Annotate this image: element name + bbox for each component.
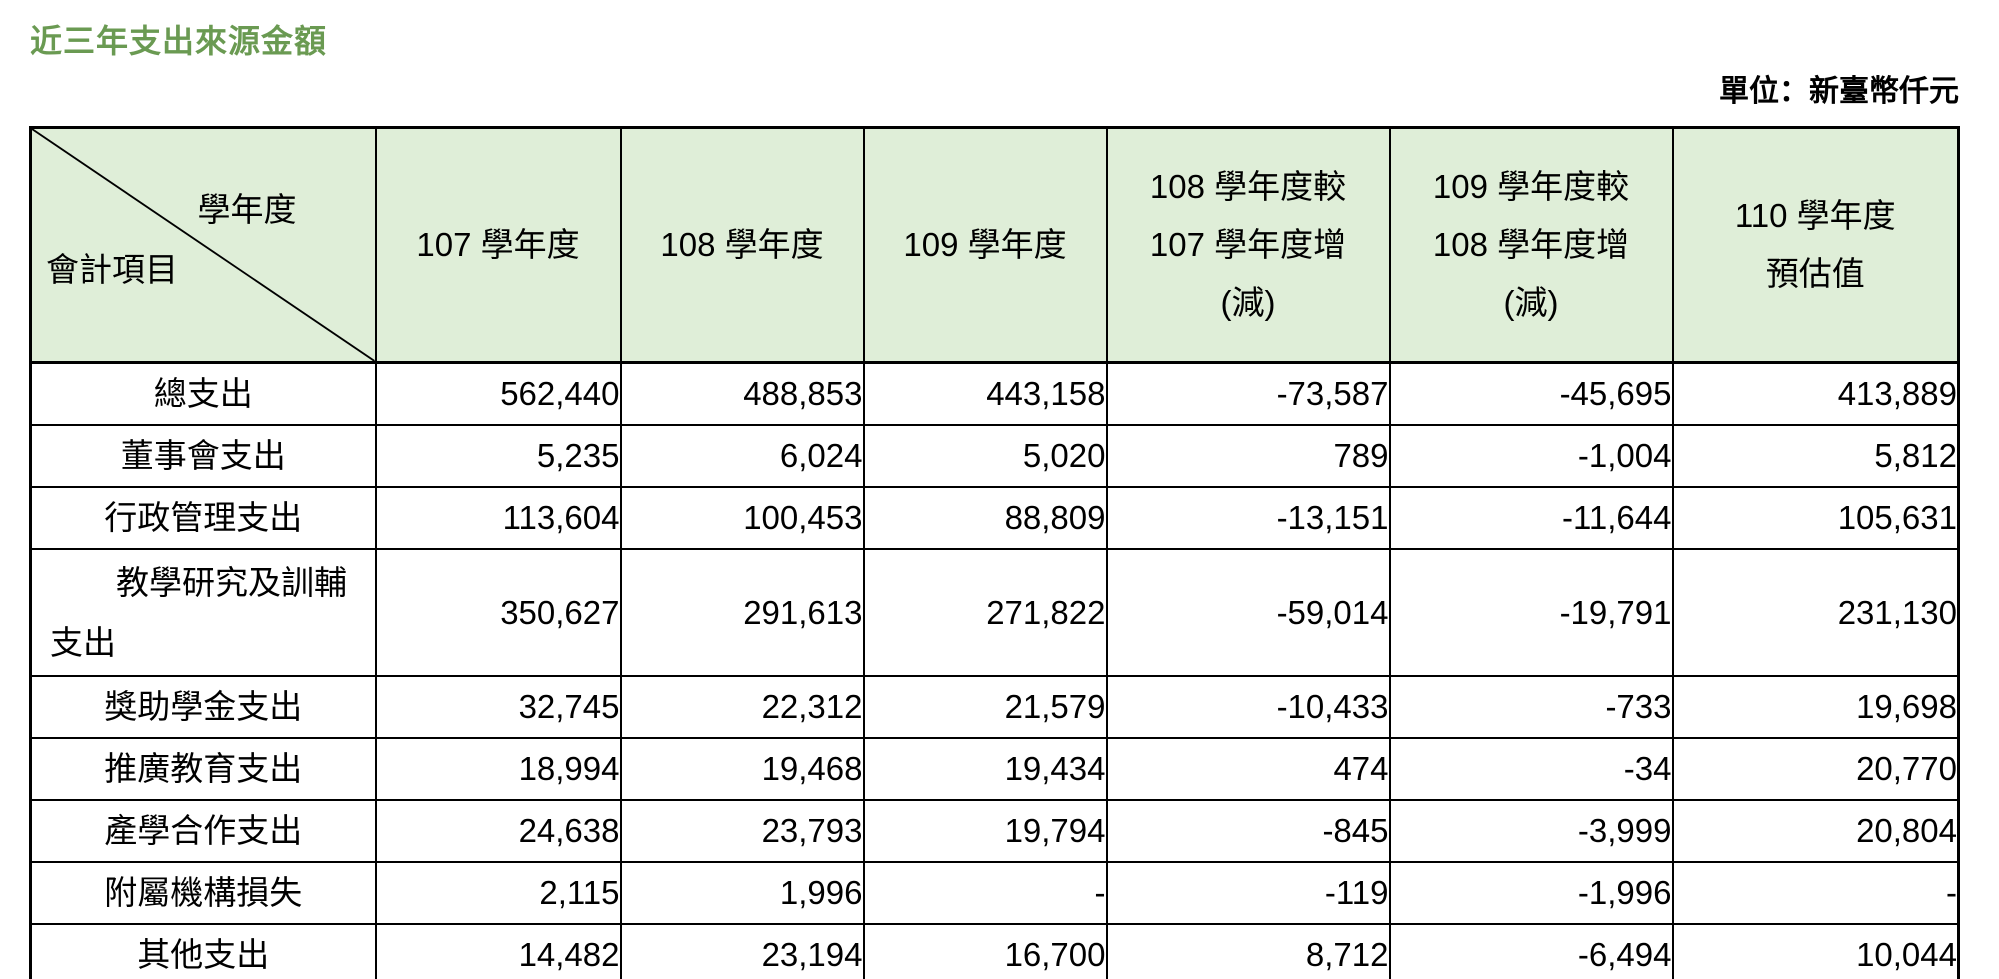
table-row: 總支出 562,440 488,853 443,158 -73,587 -45,… [29,361,1960,426]
row-label: 教學研究及訓輔支出 [29,548,377,677]
value-cell: 113,604 [374,486,622,550]
diagonal-divider-line [32,129,375,361]
row-label: 總支出 [29,361,377,426]
value-cell: 291,613 [619,548,865,677]
value-cell: -73,587 [1105,361,1391,426]
value-cell: -10,433 [1105,675,1391,739]
value-cell: 8,712 [1105,923,1391,979]
value-cell: -119 [1105,861,1391,925]
value-cell: 105,631 [1671,486,1960,550]
value-cell: 20,804 [1671,799,1960,863]
value-cell: 1,996 [619,861,865,925]
unit-label: 單位：新臺幣仟元 [1719,75,1959,108]
header-row: 學年度 會計項目 107 學年度 108 學年度 109 學年度 108 學年度… [29,126,1960,364]
table-row: 行政管理支出 113,604 100,453 88,809 -13,151 -1… [29,486,1960,550]
value-cell: 21,579 [862,675,1108,739]
value-cell: -13,151 [1105,486,1391,550]
value-cell: -59,014 [1105,548,1391,677]
col-header-108: 108 學年度 [619,126,865,364]
value-cell: 5,235 [374,424,622,488]
corner-label-school-year: 學年度 [197,191,297,228]
table-row: 教學研究及訓輔支出 350,627 291,613 271,822 -59,01… [29,548,1960,677]
col-header-109-vs-108: 109 學年度較 108 學年度增 (減) [1388,126,1674,364]
table-row: 產學合作支出 24,638 23,793 19,794 -845 -3,999 … [29,799,1960,863]
value-cell: 350,627 [374,548,622,677]
value-cell: 18,994 [374,737,622,801]
value-cell: 789 [1105,424,1391,488]
value-cell: -1,004 [1388,424,1674,488]
table-row: 獎助學金支出 32,745 22,312 21,579 -10,433 -733… [29,675,1960,739]
value-cell: 88,809 [862,486,1108,550]
value-cell: 32,745 [374,675,622,739]
value-cell: - [1671,861,1960,925]
value-cell: -45,695 [1388,361,1674,426]
value-cell: 22,312 [619,675,865,739]
value-cell: -11,644 [1388,486,1674,550]
row-label: 其他支出 [29,923,377,979]
value-cell: 2,115 [374,861,622,925]
value-cell: 100,453 [619,486,865,550]
row-label: 附屬機構損失 [29,861,377,925]
value-cell: 19,434 [862,737,1108,801]
value-cell: 19,794 [862,799,1108,863]
value-cell: 23,194 [619,923,865,979]
col-header-108-vs-107: 108 學年度較 107 學年度增 (減) [1105,126,1391,364]
value-cell: - [862,861,1108,925]
table-row: 其他支出 14,482 23,194 16,700 8,712 -6,494 1… [29,923,1960,979]
row-label: 產學合作支出 [29,799,377,863]
table-row: 董事會支出 5,235 6,024 5,020 789 -1,004 5,812 [29,424,1960,488]
value-cell: 413,889 [1671,361,1960,426]
value-cell: 10,044 [1671,923,1960,979]
value-cell: 271,822 [862,548,1108,677]
value-cell: -845 [1105,799,1391,863]
value-cell: -19,791 [1388,548,1674,677]
value-cell: 5,812 [1671,424,1960,488]
col-header-109: 109 學年度 [862,126,1108,364]
value-cell: 562,440 [374,361,622,426]
value-cell: -1,996 [1388,861,1674,925]
value-cell: 23,793 [619,799,865,863]
table-row: 推廣教育支出 18,994 19,468 19,434 474 -34 20,7… [29,737,1960,801]
value-cell: -34 [1388,737,1674,801]
value-cell: 231,130 [1671,548,1960,677]
corner-label-account-item: 會計項目 [46,251,178,288]
row-label: 推廣教育支出 [29,737,377,801]
value-cell: 5,020 [862,424,1108,488]
row-label: 董事會支出 [29,424,377,488]
value-cell: 24,638 [374,799,622,863]
row-label: 行政管理支出 [29,486,377,550]
row-label: 獎助學金支出 [29,675,377,739]
expense-table-wrapper: 學年度 會計項目 107 學年度 108 學年度 109 學年度 108 學年度… [29,126,1960,979]
value-cell: 20,770 [1671,737,1960,801]
value-cell: -6,494 [1388,923,1674,979]
page-title: 近三年支出來源金額 [30,23,328,59]
corner-header-cell: 學年度 會計項目 [29,126,377,364]
value-cell: -733 [1388,675,1674,739]
col-header-107: 107 學年度 [374,126,622,364]
expense-table: 學年度 會計項目 107 學年度 108 學年度 109 學年度 108 學年度… [29,126,1960,979]
value-cell: 474 [1105,737,1391,801]
value-cell: 488,853 [619,361,865,426]
col-header-110-estimate: 110 學年度 預估值 [1671,126,1960,364]
value-cell: -3,999 [1388,799,1674,863]
table-row: 附屬機構損失 2,115 1,996 - -119 -1,996 - [29,861,1960,925]
value-cell: 16,700 [862,923,1108,979]
value-cell: 443,158 [862,361,1108,426]
value-cell: 14,482 [374,923,622,979]
value-cell: 19,698 [1671,675,1960,739]
value-cell: 19,468 [619,737,865,801]
value-cell: 6,024 [619,424,865,488]
